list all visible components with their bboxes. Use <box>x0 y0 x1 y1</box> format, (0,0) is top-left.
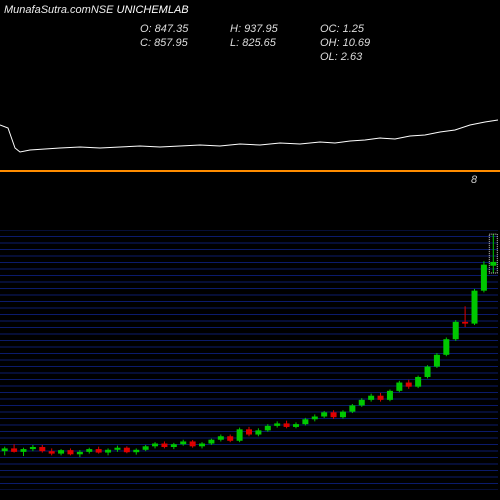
chart-title: MunafaSutra.comNSE UNICHEMLAB <box>4 4 189 16</box>
panel-divider <box>0 170 500 172</box>
footnote-label: 8 <box>471 174 477 186</box>
stat-oh: OH: 10.69 <box>320 36 410 50</box>
stat-close: C: 857.95 <box>140 36 230 50</box>
stat-oc-val: 1.25 <box>343 23 364 35</box>
title-prefix: MunafaSutra.com <box>4 4 91 16</box>
title-exchange: NSE <box>91 4 117 16</box>
stat-open: O: 847.35 <box>140 22 230 36</box>
upper-line-chart <box>0 70 500 170</box>
stat-ol: OL: 2.63 <box>320 50 410 64</box>
stat-oh-val: 10.69 <box>343 37 371 49</box>
stat-low-val: 825.65 <box>242 37 276 49</box>
stat-oc: OC: 1.25 <box>320 22 410 36</box>
stat-open-val: 847.35 <box>155 23 189 35</box>
stat-empty1 <box>140 50 230 64</box>
candlestick-chart <box>0 230 498 490</box>
stat-close-val: 857.95 <box>154 37 188 49</box>
stat-high-val: 937.95 <box>244 23 278 35</box>
title-symbol: UNICHEMLAB <box>117 4 189 16</box>
ohlc-stats: O: 847.35 H: 937.95 OC: 1.25 C: 857.95 L… <box>140 22 410 64</box>
stat-low: L: 825.65 <box>230 36 320 50</box>
stat-high: H: 937.95 <box>230 22 320 36</box>
stat-ol-val: 2.63 <box>341 51 362 63</box>
stat-empty2 <box>230 50 320 64</box>
